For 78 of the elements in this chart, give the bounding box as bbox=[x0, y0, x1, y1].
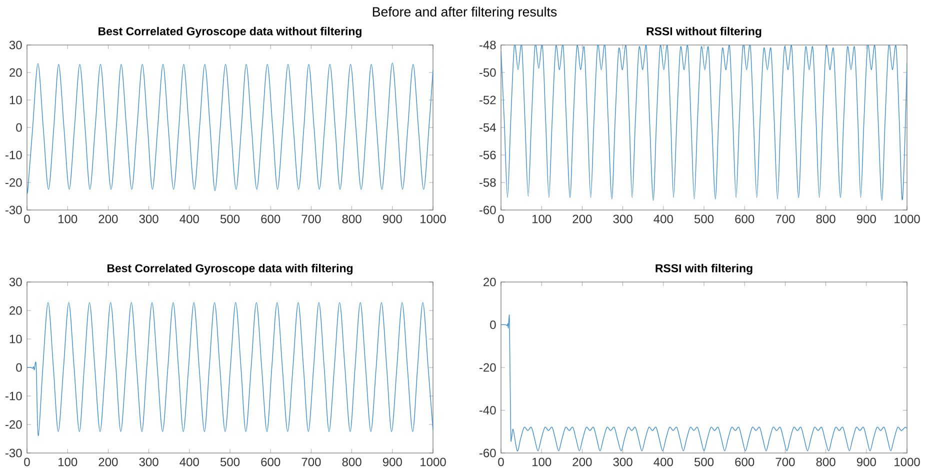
x-tick-label: 100 bbox=[58, 458, 78, 466]
x-tick-label: 500 bbox=[220, 458, 240, 466]
x-tick-label: 600 bbox=[261, 458, 280, 466]
x-tick-label: 1000 bbox=[420, 214, 446, 224]
x-tick-label: 900 bbox=[382, 214, 402, 224]
y-tick-label: -52 bbox=[479, 96, 496, 104]
x-tick-label: 0 bbox=[24, 214, 30, 224]
y-tick-label: -10 bbox=[5, 392, 22, 400]
y-tick-label: 10 bbox=[10, 334, 22, 344]
x-tick-label: 0 bbox=[24, 458, 30, 466]
y-tick-label: 0 bbox=[490, 320, 496, 330]
y-tick-label: -20 bbox=[5, 178, 22, 187]
x-tick-label: 100 bbox=[58, 214, 78, 224]
y-tick-label: -20 bbox=[5, 420, 22, 429]
x-tick-label: 300 bbox=[613, 214, 632, 224]
y-tick-label: -58 bbox=[479, 178, 496, 187]
y-tick-label: -48 bbox=[479, 40, 496, 50]
y-tick-label: 10 bbox=[10, 96, 22, 104]
y-tick-label: 0 bbox=[16, 363, 22, 372]
x-tick-label: 300 bbox=[139, 214, 158, 224]
x-tick-label: 800 bbox=[816, 214, 836, 224]
y-tick-label: 30 bbox=[9, 278, 22, 286]
x-tick-label: 1000 bbox=[420, 458, 446, 466]
x-tick-label: 0 bbox=[498, 214, 504, 224]
x-tick-label: 400 bbox=[654, 458, 673, 466]
y-tick-label: 20 bbox=[484, 278, 496, 286]
y-tick-label: -60 bbox=[479, 448, 496, 458]
line-series bbox=[501, 315, 908, 452]
x-tick-label: 800 bbox=[342, 458, 362, 466]
x-tick-label: 0 bbox=[498, 458, 504, 466]
y-tick-label: -10 bbox=[5, 150, 22, 160]
text: Before and after filtering results bbox=[372, 6, 557, 20]
line-series bbox=[501, 45, 908, 201]
y-tick-label: 20 bbox=[10, 68, 22, 77]
y-tick-label: -40 bbox=[479, 406, 496, 415]
x-tick-label: 400 bbox=[654, 214, 673, 224]
x-tick-label: 300 bbox=[613, 458, 632, 466]
x-tick-label: 700 bbox=[302, 458, 321, 466]
x-tick-label: 300 bbox=[139, 458, 158, 466]
chart-title: Best Correlated Gyroscope data without filtering bbox=[98, 26, 362, 38]
chart-title: RSSI with filtering bbox=[656, 264, 752, 275]
x-tick-label: 700 bbox=[302, 214, 321, 224]
y-tick-label: -56 bbox=[479, 150, 496, 160]
x-tick-label: 800 bbox=[816, 458, 836, 466]
x-tick-label: 1000 bbox=[894, 458, 920, 466]
y-tick-label: 0 bbox=[16, 123, 22, 132]
x-tick-label: 700 bbox=[776, 214, 795, 224]
y-tick-label: -60 bbox=[479, 206, 496, 214]
y-tick-label: -50 bbox=[479, 68, 496, 77]
x-tick-label: 500 bbox=[220, 214, 240, 224]
y-tick-label: -30 bbox=[5, 448, 22, 458]
chart-title: Best Correlated Gyroscope data with filtering bbox=[107, 264, 353, 275]
x-tick-label: 1000 bbox=[894, 214, 920, 224]
x-tick-label: 600 bbox=[261, 214, 280, 224]
x-tick-label: 900 bbox=[856, 458, 876, 466]
x-tick-label: 400 bbox=[180, 458, 199, 466]
y-tick-label: -30 bbox=[5, 206, 22, 214]
x-tick-label: 200 bbox=[98, 458, 118, 466]
x-tick-label: 500 bbox=[694, 214, 714, 224]
y-tick-label: -20 bbox=[479, 363, 496, 372]
x-tick-label: 100 bbox=[532, 214, 552, 224]
x-tick-label: 200 bbox=[98, 214, 118, 224]
line-series bbox=[27, 302, 434, 436]
x-tick-label: 800 bbox=[342, 214, 362, 224]
x-tick-label: 900 bbox=[382, 458, 402, 466]
y-tick-label: 20 bbox=[10, 306, 22, 315]
x-tick-label: 900 bbox=[856, 214, 876, 224]
x-tick-label: 200 bbox=[572, 458, 592, 466]
x-tick-label: 500 bbox=[694, 458, 714, 466]
x-tick-label: 600 bbox=[735, 214, 754, 224]
x-tick-label: 400 bbox=[180, 214, 199, 224]
x-tick-label: 100 bbox=[532, 458, 552, 466]
chart-title: RSSI without filtering bbox=[646, 26, 762, 38]
y-tick-label: -54 bbox=[479, 123, 496, 132]
y-tick-label: 30 bbox=[9, 40, 22, 50]
x-tick-label: 600 bbox=[735, 458, 754, 466]
x-tick-label: 700 bbox=[776, 458, 795, 466]
x-tick-label: 200 bbox=[572, 214, 592, 224]
